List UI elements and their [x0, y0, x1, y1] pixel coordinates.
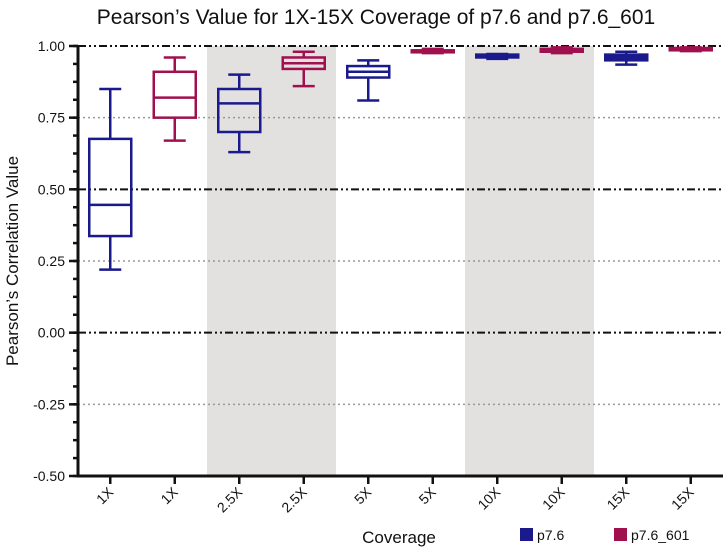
y-tick-label: -0.25	[33, 396, 65, 412]
box-iqr	[604, 53, 649, 62]
x-axis-label: Coverage	[362, 528, 436, 547]
shaded-band-2.5X	[207, 46, 336, 476]
x-tick-label: 15X	[668, 483, 697, 512]
y-tick-label: -0.50	[33, 468, 65, 484]
x-tick-label: 2.5X	[214, 483, 246, 515]
shaded-bands	[207, 46, 594, 476]
box-iqr	[88, 137, 133, 238]
y-tick-label: 0.50	[38, 181, 65, 197]
box-iqr	[217, 87, 262, 134]
legend-label: p7.6	[537, 527, 564, 543]
box-5X-p7.6_601	[410, 47, 455, 55]
legend: p7.6 p7.6_601	[520, 527, 690, 543]
y-tick-label: 0.75	[38, 110, 65, 126]
y-axis-label: Pearson’s Correlation Value	[3, 156, 22, 366]
y-tick-label: 1.00	[38, 38, 65, 54]
box-1X-p7.6_601	[152, 56, 197, 142]
y-tick-label: 0.25	[38, 253, 65, 269]
legend-label: p7.6_601	[631, 527, 690, 543]
box-15X-p7.6	[604, 50, 649, 66]
box-10X-p7.6	[475, 52, 520, 61]
y-tick-label: 0.00	[38, 325, 65, 341]
box-1X-p7.6	[88, 87, 133, 271]
box-10X-p7.6_601	[539, 46, 584, 55]
x-tick-label: 5X	[351, 483, 375, 507]
x-tick-label: 10X	[474, 483, 503, 512]
chart-title: Pearson’s Value for 1X-15X Coverage of p…	[97, 6, 655, 29]
box-iqr	[152, 70, 197, 119]
legend-swatch-p7.6_601	[614, 528, 627, 541]
x-tick-label: 15X	[603, 483, 632, 512]
boxes	[88, 46, 713, 271]
y-axis-ticks: 1.00 0.75 0.50 0.25 0.00 -0.25 -0.50	[33, 38, 78, 484]
legend-swatch-p7.6	[520, 528, 533, 541]
x-tick-label: 1X	[93, 483, 117, 507]
gridlines	[78, 45, 723, 406]
x-axis-ticks: 1X 1X 2.5X 2.5X 5X 5X 10X 10X 15X 15X	[93, 476, 697, 515]
x-tick-label: 1X	[157, 483, 181, 507]
x-tick-label: 2.5X	[278, 483, 310, 515]
x-tick-label: 10X	[539, 483, 568, 512]
box-15X-p7.6_601	[668, 46, 713, 53]
box-5X-p7.6	[346, 59, 391, 102]
x-tick-label: 5X	[415, 483, 439, 507]
box-2.5X-p7.6_601	[281, 50, 326, 88]
box-2.5X-p7.6	[217, 73, 262, 154]
